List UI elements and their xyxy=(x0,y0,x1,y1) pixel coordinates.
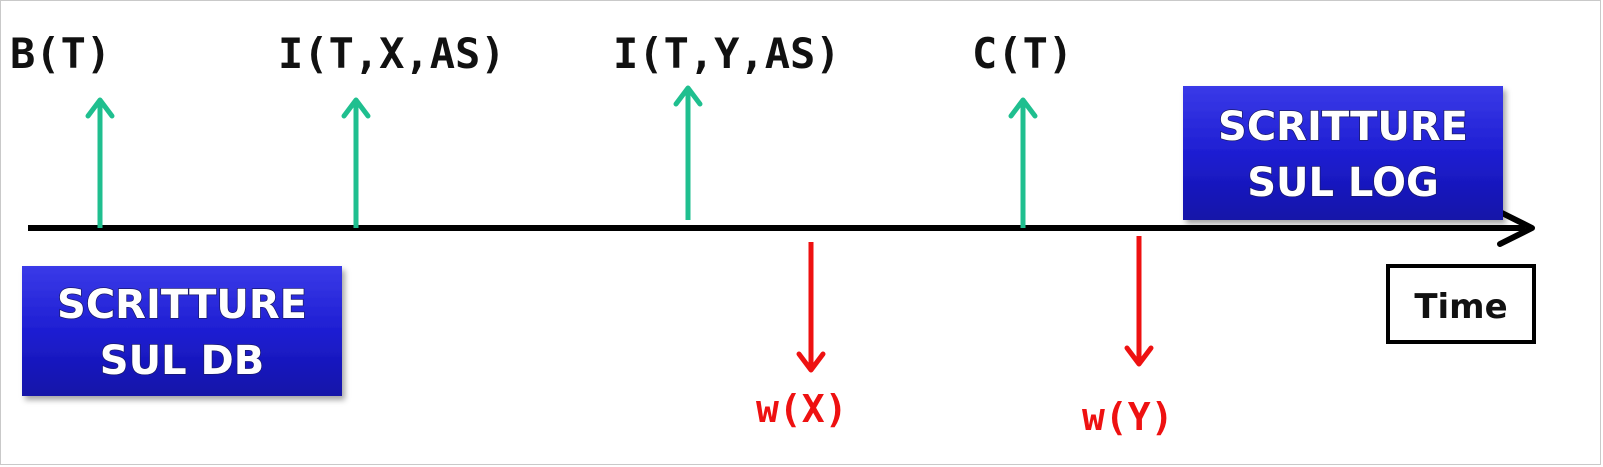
log-label-insert-x: I(T,X,AS) xyxy=(278,29,506,78)
log-arrow-insert-x xyxy=(341,97,371,228)
log-box-line2: SUL LOG xyxy=(1247,160,1439,206)
time-axis-arrowhead-icon xyxy=(1497,209,1535,247)
db-label-write-y: w(Y) xyxy=(1082,395,1174,439)
log-writes-box: SCRITTURE SUL LOG xyxy=(1183,86,1503,220)
log-box-line1: SCRITTURE xyxy=(1218,104,1468,150)
log-label-commit: C(T) xyxy=(972,29,1073,78)
time-label-box: Time xyxy=(1386,264,1536,344)
db-box-line1: SCRITTURE xyxy=(57,282,307,328)
db-arrow-write-y xyxy=(1124,236,1154,367)
db-writes-box: SCRITTURE SUL DB xyxy=(22,266,342,396)
db-box-line2: SUL DB xyxy=(100,338,264,384)
time-label: Time xyxy=(1414,287,1507,327)
log-arrow-begin xyxy=(85,97,115,228)
db-arrow-write-x xyxy=(796,242,826,373)
log-label-insert-y: I(T,Y,AS) xyxy=(613,29,841,78)
db-label-write-x: w(X) xyxy=(756,387,848,431)
log-arrow-commit xyxy=(1008,97,1038,228)
log-arrow-insert-y xyxy=(673,85,703,220)
log-label-begin: B(T) xyxy=(10,29,111,78)
